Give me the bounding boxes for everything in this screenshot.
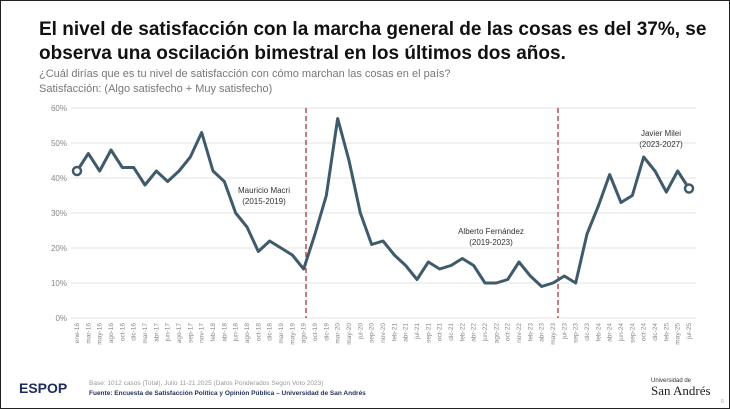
x-tick-label: sep-21 [425,323,432,343]
x-tick-label: oct-22 [505,323,512,341]
x-tick-label: dic-21 [448,323,455,341]
x-tick-label: dic-19 [323,323,330,341]
x-tick-label: ene-16 [74,323,81,344]
y-tick-label: 60% [51,104,67,113]
x-tick-label: oct-21 [437,323,444,341]
x-tick-label: may-16 [97,323,104,345]
x-tick-label: feb-21 [391,323,398,342]
x-tick-label: nov-20 [380,323,387,343]
x-tick-label: feb-23 [527,323,534,342]
x-tick-label: may-23 [550,323,557,345]
x-tick-label: jul-20 [357,323,364,340]
subtitle: Satisfacción: (Algo satisfecho + Muy sat… [39,83,272,95]
x-tick-label: jun-18 [233,323,240,342]
x-tick-label: feb-25 [663,323,670,342]
annotation: (2019-2023) [469,238,513,247]
x-tick-label: oct-16 [119,323,126,341]
x-tick-label: mar-19 [278,323,285,344]
end-point [683,183,695,194]
y-tick-label: 40% [51,174,67,183]
y-tick-label: 10% [51,279,67,288]
x-tick-label: may-20 [346,323,353,345]
subtitle: ¿Cuál dirías que es tu nivel de satisfac… [39,68,451,80]
x-tick-label: feb-24 [595,323,602,342]
x-tick-label: dic-16 [131,323,138,341]
x-tick-label: oct-18 [255,323,262,341]
end-point [71,165,83,177]
x-tick-label: sep-23 [573,323,580,343]
y-tick-label: 20% [51,244,67,253]
x-tick-label: jul-23 [561,323,568,340]
x-tick-label: sep-24 [629,323,636,343]
annotation: Alberto Fernández [458,227,524,236]
page-number: 6 [721,399,724,405]
x-tick-label: abr-17 [153,323,160,342]
x-tick-label: jul-21 [414,323,421,340]
x-tick-label: sep-17 [187,323,194,343]
annotation: Javier Milei [641,129,681,138]
x-tick-label: dic-23 [584,323,591,341]
x-tick-label: sep-20 [369,323,376,343]
x-tick-label: mar-16 [85,323,92,344]
footer-base: Base: 1012 casos (Total), Julio 11-21 20… [89,380,323,387]
chart-title: observa una oscilación bimestral en los … [39,43,566,64]
annotation: (2015-2019) [242,197,286,206]
x-tick-label: abr-21 [403,323,410,342]
university-logo: Universidad de [651,378,692,384]
x-tick-label: ago-22 [493,323,500,344]
x-tick-label: dic-18 [267,323,274,341]
x-tick-label: jun-22 [482,323,489,342]
x-tick-label: dic-24 [652,323,659,341]
logo: ESPOP [19,380,67,396]
x-tick-label: ago-19 [301,323,308,344]
annotation: (2023-2027) [639,140,683,149]
x-tick-label: may-25 [675,323,682,345]
x-tick-label: abr-24 [607,323,614,342]
x-tick-label: jul-25 [686,323,693,340]
data-line [75,117,691,288]
x-tick-label: abr-18 [221,323,228,342]
x-tick-label: feb-18 [210,323,217,342]
x-tick-label: ago-18 [244,323,251,344]
y-tick-label: 50% [51,139,67,148]
footer-source: Fuente: Encuesta de Satisfacción Polític… [89,390,366,397]
x-tick-label: ago-17 [176,323,183,344]
chart-title: El nivel de satisfacción con la marcha g… [39,19,706,40]
x-tick-label: oct-24 [641,323,648,341]
y-tick-label: 30% [51,209,67,218]
x-tick-label: feb-22 [459,323,466,342]
x-tick-label: mar-17 [142,323,149,344]
x-tick-label: abr-22 [471,323,478,342]
x-tick-label: ago-16 [108,323,115,344]
annotation: Mauricio Macri [238,186,290,195]
x-tick-label: jun-17 [165,323,172,342]
x-tick-label: mar-20 [335,323,342,344]
x-tick-label: nov-17 [199,323,206,343]
x-tick-label: jun-24 [618,323,625,342]
x-tick-label: oct-19 [312,323,319,341]
x-tick-label: nov-22 [516,323,523,343]
university-logo: San Andrés [651,383,711,398]
y-tick-label: 0% [55,314,67,323]
x-tick-label: abr-23 [539,323,546,342]
x-tick-label: may-19 [289,323,296,345]
